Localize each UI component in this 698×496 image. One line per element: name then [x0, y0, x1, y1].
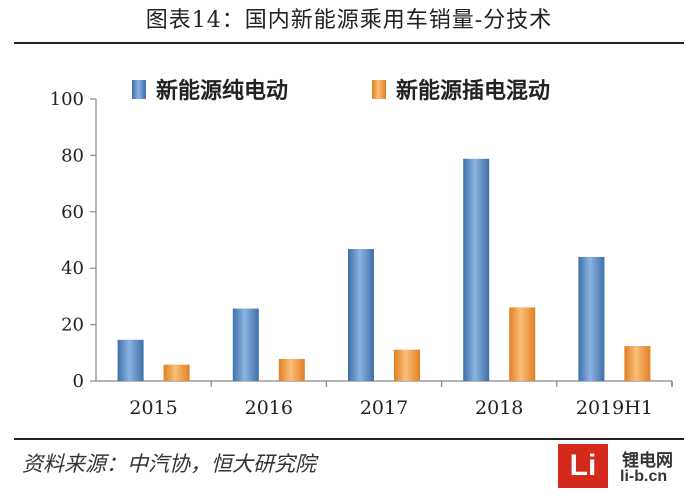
bar-bev: [463, 158, 490, 381]
legend-label: 新能源纯电动: [156, 78, 288, 104]
x-tick-label: 2017: [360, 397, 408, 419]
chart-legend: 新能源纯电动 新能源插电混动: [132, 78, 550, 104]
chart-bars: [117, 158, 651, 381]
bar-phev: [624, 346, 651, 381]
y-tick-label: 40: [61, 258, 84, 279]
watermark-url: li-b.cn: [620, 468, 668, 485]
legend-swatch: [132, 80, 146, 99]
figure-title: 图表14：国内新能源乘用车销量-分技术: [145, 8, 553, 33]
bar-phev: [509, 307, 536, 381]
source-note: 资料来源：中汽协，恒大研究院: [22, 452, 316, 476]
sales-bar-chart: 新能源纯电动 新能源插电混动 0 20 40 60 80 100 2015 2016 2017 20…: [50, 78, 673, 419]
watermark-logo-mark: Li: [558, 444, 608, 488]
y-tick-label: 0: [73, 371, 84, 392]
source-rule: [14, 438, 684, 440]
y-tick-label: 60: [61, 202, 84, 223]
bar-bev: [348, 249, 374, 381]
bar-phev: [278, 359, 305, 381]
watermark-name: 锂电网: [622, 451, 673, 471]
bar-phev: [163, 364, 190, 381]
x-tick-label: 2019H1: [576, 397, 653, 419]
bar-bev: [578, 256, 605, 381]
y-tick-label: 100: [50, 89, 84, 110]
bar-bev: [117, 339, 144, 381]
y-tick-label: 20: [61, 315, 84, 336]
y-tick-label: 80: [61, 145, 84, 166]
x-tick-label: 2018: [475, 397, 523, 419]
legend-swatch: [372, 80, 386, 99]
legend-label: 新能源插电混动: [396, 78, 550, 104]
x-tick-label: 2015: [129, 397, 177, 419]
x-tick-label: 2016: [245, 397, 293, 419]
chart-axes: 0 20 40 60 80 100 2015 2016 2017 2018 2019H1: [50, 89, 673, 419]
bar-phev: [394, 349, 420, 381]
bar-bev: [232, 308, 259, 381]
title-rule: [14, 42, 684, 44]
watermark-logo: Li 锂电网 li-b.cn: [558, 440, 693, 492]
